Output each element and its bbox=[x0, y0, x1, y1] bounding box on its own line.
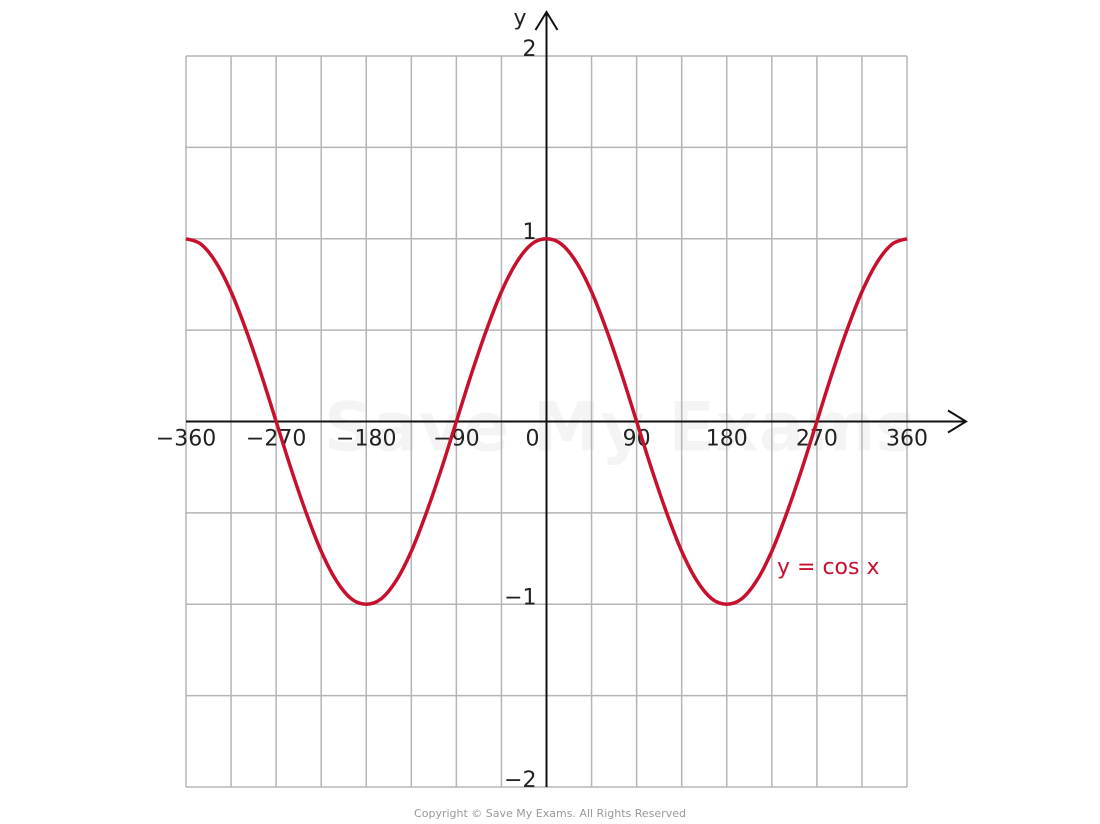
x-tick-label: −270 bbox=[246, 427, 306, 452]
x-axis-arrow bbox=[947, 409, 968, 434]
y-axis-label: y bbox=[513, 6, 526, 31]
x-tick-label: 180 bbox=[706, 427, 748, 452]
x-tick-label: −180 bbox=[336, 427, 396, 452]
curve bbox=[185, 236, 908, 607]
x-tick-label: −360 bbox=[156, 427, 216, 452]
y-tick-label: −1 bbox=[504, 585, 536, 610]
x-tick-label: 270 bbox=[796, 427, 838, 452]
y-axis-arrow bbox=[534, 10, 559, 31]
y-tick-label: −2 bbox=[504, 768, 536, 793]
x-tick-label: −90 bbox=[433, 427, 479, 452]
series-label: y = cos x bbox=[777, 555, 879, 580]
y-tick-label: 1 bbox=[523, 220, 537, 245]
y-tick-label: 2 bbox=[523, 37, 537, 62]
x-tick-label: 0 bbox=[526, 427, 540, 452]
x-tick-label: 360 bbox=[886, 427, 928, 452]
copyright: Copyright © Save My Exams. All Rights Re… bbox=[414, 807, 686, 820]
